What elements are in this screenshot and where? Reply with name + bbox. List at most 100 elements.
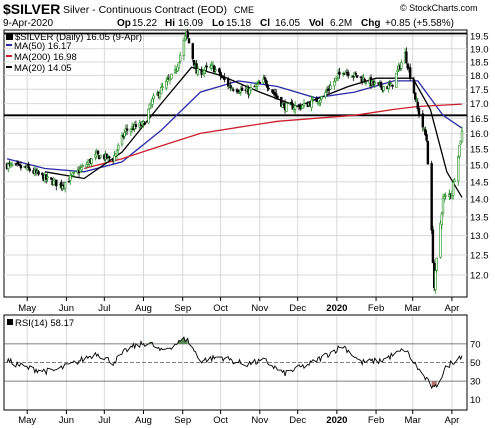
candle-body xyxy=(266,84,269,88)
candle-body xyxy=(439,222,442,258)
candle-body xyxy=(258,81,261,84)
candle-body xyxy=(396,69,399,72)
candle-body xyxy=(161,86,164,89)
candle-body xyxy=(60,181,63,188)
candle-body xyxy=(310,99,313,109)
candle-body xyxy=(264,79,268,86)
price-x-tick-label: Nov xyxy=(251,303,268,314)
legend-ma50: MA(50) 16.17 xyxy=(14,41,72,52)
rsi-y-tick-label: 10 xyxy=(470,395,481,406)
rsi-x-tick-label: Nov xyxy=(251,415,268,426)
candle-body xyxy=(41,172,44,176)
rsi-x-tick-label: Jun xyxy=(59,415,74,426)
price-y-tick-label: 18.5 xyxy=(470,57,489,68)
price-x-tick-label: Feb xyxy=(368,303,384,314)
candle-body xyxy=(315,98,318,103)
candle-body xyxy=(96,150,100,155)
candle-body xyxy=(230,87,234,90)
ma200-line xyxy=(83,103,463,170)
candle-body xyxy=(256,84,259,87)
candle-body xyxy=(451,182,455,196)
price-y-tick-label: 17.0 xyxy=(470,99,489,110)
rsi-y-axis: 10 30 50 70 xyxy=(470,339,481,406)
candle-body xyxy=(395,72,398,88)
candle-body xyxy=(186,31,189,38)
candle-body xyxy=(223,77,226,80)
candle-body xyxy=(219,72,222,77)
candle-body xyxy=(165,80,168,89)
candle-body xyxy=(55,179,58,187)
price-y-tick-label: 15.0 xyxy=(470,161,489,172)
rsi-x-axis: May Jun Jul Aug Sep Oct Nov Dec 2020 Feb Mar Apr xyxy=(18,410,459,426)
rsi-x-tick-label: Sep xyxy=(174,415,191,426)
horizontal-levels xyxy=(4,32,467,117)
close-value: 16.05 xyxy=(275,18,300,29)
price-x-tick-label: Mar xyxy=(405,303,421,314)
candle-body xyxy=(391,84,394,87)
candle-body xyxy=(147,108,150,124)
candle-body xyxy=(106,155,110,157)
rsi-series-line xyxy=(6,336,463,390)
legend-price: $SILVER (Daily) 16.05 (9-Apr) xyxy=(15,32,142,43)
candle-body xyxy=(382,86,385,91)
price-panel xyxy=(3,29,468,298)
candle-body xyxy=(158,92,162,98)
candle-body xyxy=(90,158,93,164)
candle-body xyxy=(120,135,124,145)
price-y-tick-label: 14.0 xyxy=(470,195,489,206)
price-x-tick-label: 2020 xyxy=(326,303,347,314)
candle-body xyxy=(226,79,230,87)
candle-body xyxy=(214,69,217,72)
candle-body xyxy=(415,100,418,102)
candle-body xyxy=(143,122,146,125)
price-y-tick-label: 14.5 xyxy=(470,177,489,188)
candle-body xyxy=(426,141,430,165)
candle-body xyxy=(123,132,126,137)
candle-body xyxy=(178,54,182,62)
candle-body xyxy=(19,165,23,169)
rsi-x-tick-label: Dec xyxy=(289,415,306,426)
candle-body xyxy=(319,99,322,103)
candle-body xyxy=(202,70,206,74)
legend-ma20: MA(20) 14.05 xyxy=(14,63,72,74)
price-x-axis: May Jun Jul Aug Sep Oct Nov Dec 2020 Feb Mar Apr xyxy=(18,297,459,314)
price-x-tick-label: Jun xyxy=(59,303,74,314)
change-label: Chg xyxy=(361,18,380,29)
price-x-tick-label: Dec xyxy=(289,303,306,314)
legend-ma200: MA(200) 16.98 xyxy=(14,52,77,63)
candle-body xyxy=(263,77,267,80)
candle-body xyxy=(373,82,376,85)
candle-body xyxy=(434,270,437,290)
high-label: Hi xyxy=(165,18,175,29)
rsi-x-tick-label: 2020 xyxy=(326,415,347,426)
low-value: 15.18 xyxy=(226,18,251,29)
candle-body xyxy=(232,89,235,91)
candle-body xyxy=(166,79,169,82)
price-y-axis: 12.0 12.5 13.0 13.5 14.0 14.5 15.0 15.5 16.0 16.5… xyxy=(470,32,489,282)
candle-body xyxy=(218,68,221,73)
exchange-label: CME xyxy=(234,5,254,15)
symbol-title: $SILVER xyxy=(3,1,60,17)
candle-body xyxy=(441,197,445,213)
candle-body xyxy=(414,92,417,100)
price-x-tick-label: Oct xyxy=(213,303,228,314)
candle-body xyxy=(249,87,253,91)
candle-body xyxy=(177,62,181,69)
candle-body xyxy=(113,155,116,162)
rsi-x-tick-label: Mar xyxy=(405,415,421,426)
candle-body xyxy=(431,229,435,263)
price-x-tick-label: Jul xyxy=(98,303,110,314)
candle-body xyxy=(422,127,426,130)
candle-body xyxy=(453,179,456,182)
copyright-label: © StockCharts.com xyxy=(400,3,478,13)
candle-body xyxy=(364,82,368,84)
candle-body xyxy=(435,257,438,271)
rsi-y-tick-label: 50 xyxy=(470,358,481,369)
change-value: +0.85 (+5.58%) xyxy=(385,18,454,29)
low-label: Lo xyxy=(212,18,224,29)
rsi-x-tick-label: Apr xyxy=(444,415,459,426)
candle-body xyxy=(240,87,244,91)
candle-body xyxy=(363,78,366,83)
contract-description: Silver - Continuous Contract (EOD) xyxy=(63,4,227,16)
